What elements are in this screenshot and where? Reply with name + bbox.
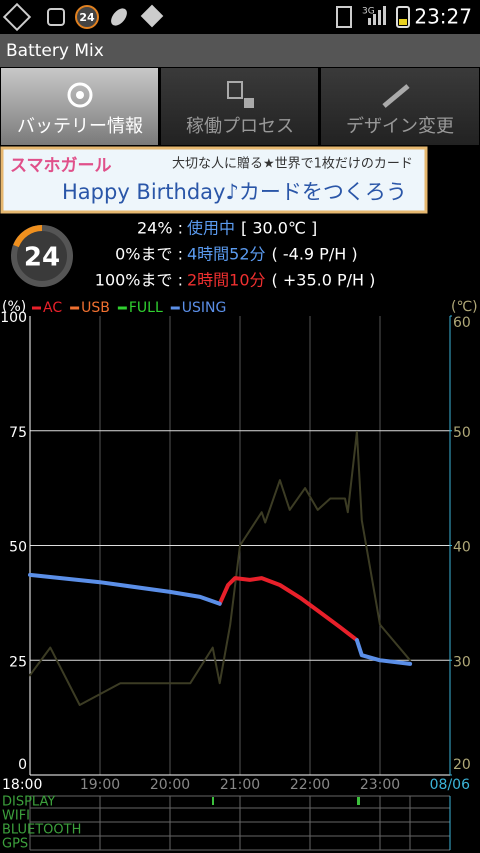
app-title: Battery Mix xyxy=(6,41,104,61)
x-tick-label: 19:00 xyxy=(80,777,120,793)
info-value: 2時間10分 xyxy=(187,271,266,290)
y-tick-label: 50 xyxy=(9,540,27,556)
legend-label: AC xyxy=(43,300,62,316)
ad-brand: スマホガール xyxy=(10,156,112,176)
chart: (%) (℃) AC USB FULL USING 18:00 19:00 20:00 21:00… xyxy=(0,299,477,793)
tab-label[interactable]: デザイン変更 xyxy=(346,116,454,137)
legend-label: USING xyxy=(182,300,227,316)
info-label: 24% : xyxy=(137,219,183,238)
y2-tick-label: 50 xyxy=(453,425,471,441)
info-label: 0%まで : xyxy=(115,245,183,264)
y-tick-label: 75 xyxy=(9,425,27,441)
info-value: 4時間52分 xyxy=(187,245,266,264)
y2-axis-label: (℃) xyxy=(451,299,478,315)
display-on xyxy=(212,797,214,805)
status-row-label: WIFI xyxy=(2,809,30,824)
ad-tagline: 大切な人に贈る★世界で1枚だけのカード xyxy=(172,156,413,172)
legend-label: FULL xyxy=(129,300,163,316)
x-tick-label: 18:00 xyxy=(2,777,42,793)
info: 24% : 使用中 [ 30.0℃ ] 0%まで :4時間52分 ( -4.9 P/H … xyxy=(95,219,376,290)
badge-arc xyxy=(13,225,43,248)
x-tick-label: 08/06 xyxy=(430,777,470,793)
status-row-label: BLUETOOTH xyxy=(2,823,81,838)
badge-level: 24 xyxy=(24,243,60,273)
display-on xyxy=(357,797,360,805)
x-tick-label: 22:00 xyxy=(290,777,330,793)
status-row-label: GPS xyxy=(2,837,28,852)
tab[interactable] xyxy=(321,68,479,145)
ad-banner[interactable] xyxy=(0,146,428,214)
tab[interactable] xyxy=(161,68,318,145)
info-value: 使用中 xyxy=(187,219,235,238)
tab-label[interactable]: 稼働プロセス xyxy=(186,116,294,137)
title-bar xyxy=(0,34,480,67)
tab-label[interactable]: バッテリー情報 xyxy=(17,116,143,137)
network-type: 3G xyxy=(362,7,375,17)
info-detail: [ 30.0℃ ] xyxy=(241,219,317,238)
y2-tick-label: 20 xyxy=(453,757,471,773)
clock: 23:27 xyxy=(414,5,472,29)
info-label: 100%まで : xyxy=(95,271,183,290)
y2-tick-label: 40 xyxy=(453,540,471,556)
tab-icons xyxy=(67,81,410,108)
y-tick-label: 25 xyxy=(9,654,27,670)
x-tick-label: 23:00 xyxy=(360,777,400,793)
y-axis-label: (%) xyxy=(2,299,26,315)
x-tick-label: 21:00 xyxy=(220,777,260,793)
y-tick-label: 100 xyxy=(0,310,27,326)
status-grid xyxy=(29,795,451,851)
info-detail: ( +35.0 P/H ) xyxy=(272,271,376,290)
badge-icon: 24 xyxy=(79,11,95,24)
status-row-label: DISPLAY xyxy=(2,795,55,810)
info-detail: ( -4.9 P/H ) xyxy=(272,245,358,264)
ad-headline: Happy Birthday♪カードをつくろう xyxy=(62,180,407,204)
y-tick-label: 0 xyxy=(18,757,27,773)
y2-tick-label: 60 xyxy=(453,315,471,331)
battery-line xyxy=(217,576,359,643)
x-tick-label: 20:00 xyxy=(150,777,190,793)
legend-label: USB xyxy=(81,300,110,316)
y2-tick-label: 30 xyxy=(453,654,471,670)
temperature-line xyxy=(29,430,412,706)
battery-line xyxy=(28,572,413,666)
